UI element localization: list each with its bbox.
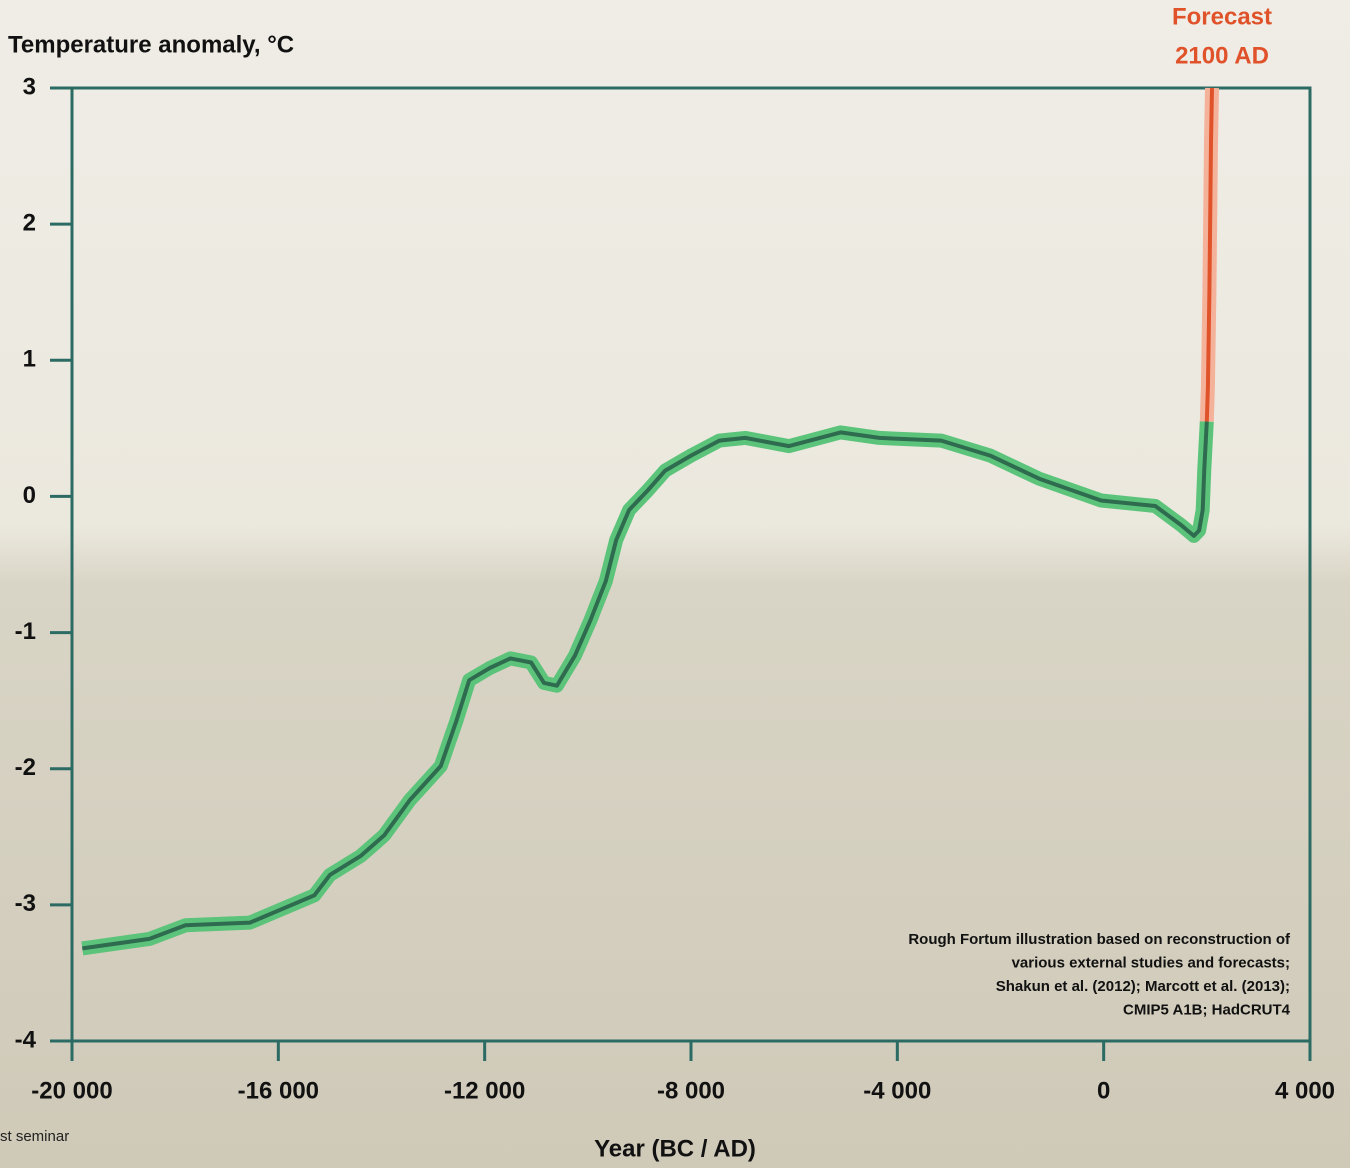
y-tick-label: -1 [15,618,36,645]
x-tick-label: -8 000 [657,1077,725,1104]
forecast-label: Forecast [1172,3,1272,30]
y-tick-label: 2 [23,209,36,236]
source-note: various external studies and forecasts; [1012,954,1290,971]
x-tick-label: -20 000 [31,1077,112,1104]
x-tick-label: 0 [1097,1077,1110,1104]
source-note: Rough Fortum illustration based on recon… [908,931,1291,948]
x-tick-label: -12 000 [444,1077,525,1104]
y-tick-label: 0 [23,482,36,509]
y-tick-label: 1 [23,346,36,373]
x-tick-label: 4 000 [1275,1077,1335,1104]
x-tick-label: -16 000 [238,1077,319,1104]
y-tick-label: -3 [15,890,36,917]
chart: Temperature anomaly, °C Year (BC / AD) s… [0,0,1350,1168]
forecast-label: 2100 AD [1175,42,1269,69]
y-axis-title: Temperature anomaly, °C [8,31,294,58]
y-tick-label: 3 [23,73,36,100]
source-note: Shakun et al. (2012); Marcott et al. (20… [996,978,1290,995]
x-tick-label: -4 000 [863,1077,931,1104]
x-axis-title: Year (BC / AD) [594,1135,756,1162]
y-tick-label: -4 [15,1026,37,1053]
footer: st seminar [0,1128,69,1145]
y-tick-label: -2 [15,754,36,781]
source-note: CMIP5 A1B; HadCRUT4 [1123,1001,1291,1018]
